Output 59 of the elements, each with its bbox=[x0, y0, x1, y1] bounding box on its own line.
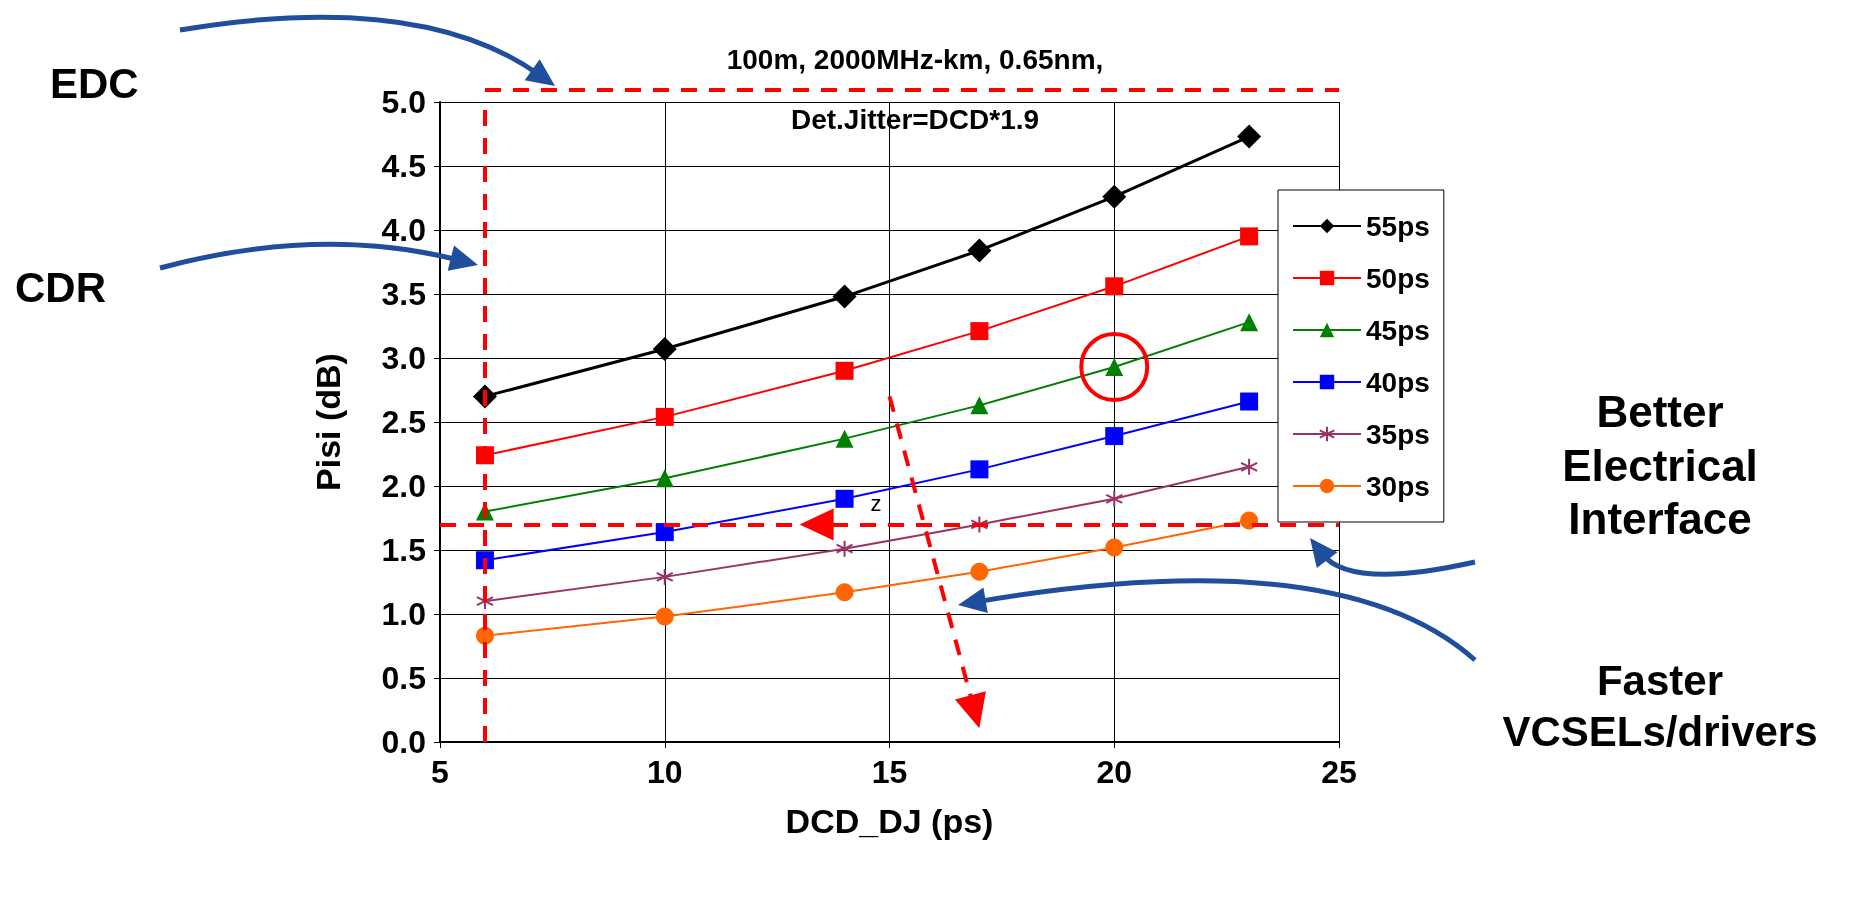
point bbox=[655, 407, 674, 426]
point bbox=[970, 515, 989, 534]
point bbox=[970, 396, 989, 415]
point bbox=[655, 469, 674, 488]
point bbox=[832, 284, 857, 309]
point bbox=[835, 361, 854, 380]
legend-label: 45ps bbox=[1366, 314, 1430, 346]
y-tick-label: 1.5 bbox=[381, 532, 426, 568]
point bbox=[475, 626, 494, 645]
text: CDR bbox=[15, 263, 106, 313]
text: Better Electrical Interface bbox=[1561, 386, 1759, 546]
legend-label: 55ps bbox=[1366, 210, 1430, 242]
point bbox=[970, 562, 989, 581]
point bbox=[1240, 227, 1259, 246]
y-tick-label: 0.0 bbox=[381, 724, 426, 760]
legend-label: 40ps bbox=[1366, 366, 1430, 398]
x-axis-title: DCD_DJ (ps) bbox=[785, 802, 994, 840]
x-tick-label: 20 bbox=[1096, 754, 1133, 790]
point bbox=[835, 539, 854, 558]
point bbox=[1240, 511, 1259, 530]
text: EDC bbox=[50, 59, 139, 109]
legend-label: 50ps bbox=[1366, 262, 1430, 294]
x-tick-label: 10 bbox=[646, 754, 683, 790]
point bbox=[1240, 457, 1259, 476]
y-tick-label: 2.5 bbox=[381, 404, 426, 440]
point bbox=[1105, 427, 1124, 446]
chart-title: 100m, 2000MHz-km, 0.65nm, bbox=[726, 43, 1104, 75]
point bbox=[655, 567, 674, 586]
point bbox=[1240, 313, 1259, 332]
y-tick-label: 2.0 bbox=[381, 468, 426, 504]
point bbox=[835, 429, 854, 448]
legend-label: 30ps bbox=[1366, 470, 1430, 502]
point bbox=[1105, 277, 1124, 296]
point bbox=[970, 460, 989, 479]
y-tick-label: 3.5 bbox=[381, 276, 426, 312]
x-tick-label: 15 bbox=[871, 754, 908, 790]
y-axis-title: Pisi (dB) bbox=[309, 353, 347, 491]
point bbox=[835, 583, 854, 602]
point bbox=[655, 607, 674, 626]
y-tick-label: 0.5 bbox=[381, 660, 426, 696]
point bbox=[1240, 392, 1259, 411]
point bbox=[1237, 124, 1262, 149]
text: Faster VCSELs/drivers bbox=[1501, 656, 1819, 758]
y-tick-label: 1.0 bbox=[381, 596, 426, 632]
x-tick-label: 5 bbox=[431, 754, 449, 790]
point bbox=[652, 337, 677, 362]
point bbox=[970, 322, 989, 341]
point bbox=[1102, 184, 1127, 209]
y-tick-label: 3.0 bbox=[381, 340, 426, 376]
point bbox=[835, 489, 854, 508]
y-tick-label: 5.0 bbox=[381, 84, 426, 120]
x-tick-label: 25 bbox=[1321, 754, 1357, 790]
annotation: z bbox=[870, 490, 882, 518]
legend-label: 35ps bbox=[1366, 418, 1430, 450]
point bbox=[967, 238, 992, 263]
y-tick-label: 4.0 bbox=[381, 212, 426, 248]
point bbox=[1105, 538, 1124, 557]
point bbox=[1105, 489, 1124, 508]
y-tick-label: 4.5 bbox=[381, 148, 426, 184]
